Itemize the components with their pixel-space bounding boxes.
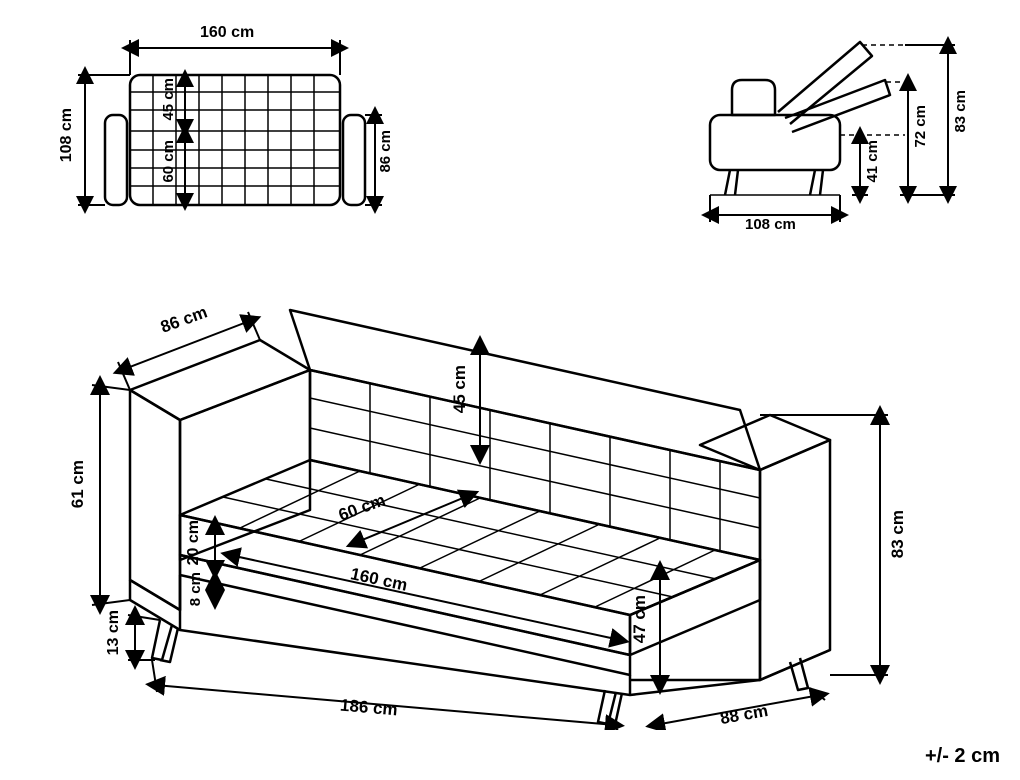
p-cushion-label: 20 cm [185, 520, 203, 565]
perspective-view: 86 cm 61 cm 45 cm 60 cm 160 cm 20 cm 8 c… [60, 280, 970, 730]
top-seat-depth-label: 60 cm [160, 140, 177, 183]
p-backrest-label: 45 cm [450, 365, 470, 413]
top-height-label: 108 cm [58, 108, 76, 162]
p-frame-label: 8 cm [187, 572, 204, 606]
top-view: 160 cm 108 cm 45 cm 60 cm 86 cm [70, 30, 390, 220]
tolerance-label: +/- 2 cm [925, 745, 1000, 768]
top-width-label: 160 cm [200, 24, 254, 42]
side-seat-h-label: 41 cm [864, 140, 881, 183]
side-arm-h-label: 72 cm [912, 105, 929, 148]
p-seat-h-label: 47 cm [630, 595, 650, 643]
p-total-h-label: 83 cm [888, 510, 908, 558]
top-back-depth-label: 45 cm [160, 78, 177, 121]
side-depth-label: 108 cm [745, 216, 796, 233]
perspective-svg [60, 280, 970, 730]
p-arm-height-label: 61 cm [68, 460, 88, 508]
side-back-h-label: 83 cm [952, 90, 969, 133]
top-arm-label: 86 cm [377, 130, 394, 173]
p-leg-label: 13 cm [105, 610, 123, 655]
side-view: 108 cm 41 cm 72 cm 83 cm [690, 20, 990, 230]
